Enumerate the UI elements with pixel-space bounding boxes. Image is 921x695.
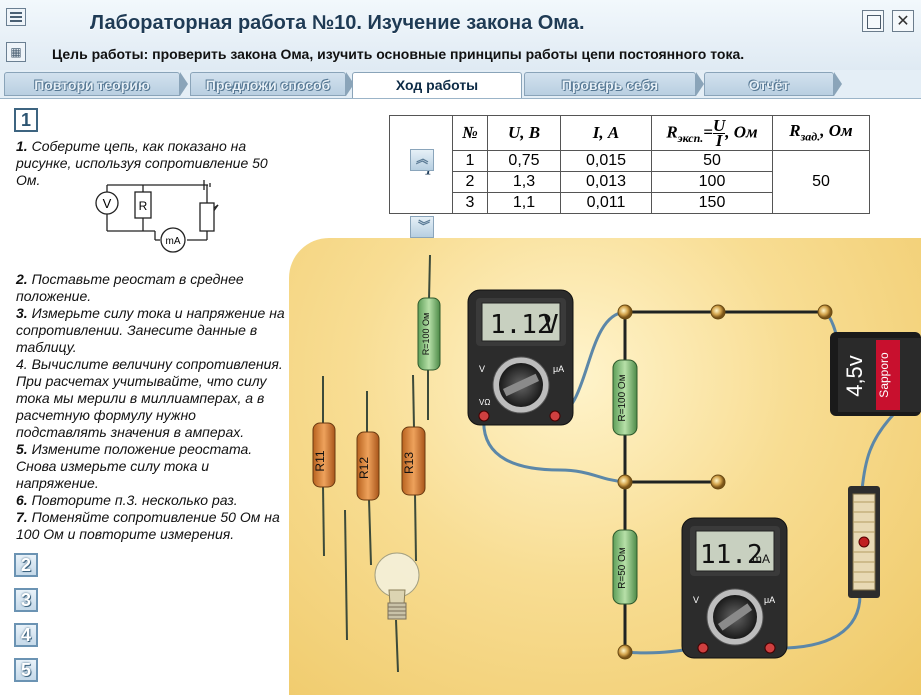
resistor-cell: ︽ R1 ︾ <box>389 115 453 238</box>
svg-text:mA: mA <box>752 552 770 566</box>
schematic-voltmeter <box>95 191 119 215</box>
calculator-icon[interactable]: ▦ <box>6 42 26 62</box>
ammeter-jack[interactable] <box>764 642 776 654</box>
r-set-value: 50 <box>772 150 870 214</box>
terminals <box>617 304 833 660</box>
terminal[interactable] <box>710 474 726 490</box>
instruction-7: 7. Поменяйте сопротивление 50 Ом на 100 … <box>16 509 280 542</box>
ammeter-jack[interactable] <box>697 642 709 654</box>
svg-text:1.12: 1.12 <box>490 310 553 340</box>
terminal[interactable] <box>617 644 633 660</box>
instruction-4: 4. Вычислите величину сопротивления. При… <box>16 356 283 440</box>
instruction-6: 6. Повторите п.3. несколько раз. <box>16 492 238 508</box>
step-4-button[interactable]: 4 <box>14 623 38 647</box>
tab-bar: Повтори теорию Предложи способ Ход работ… <box>0 70 921 99</box>
instructions: 1. Соберите цепь, как показано на рисунк… <box>16 138 286 543</box>
svg-text:R13: R13 <box>402 452 416 474</box>
svg-text:11.2: 11.2 <box>700 540 763 570</box>
table-row: 1 0,75 0,015 50 50 <box>390 150 870 214</box>
terminal[interactable] <box>617 304 633 320</box>
instruction-3: 3. Измерьте силу тока и напряжение на со… <box>16 305 285 355</box>
step-3-button[interactable]: 3 <box>14 588 38 612</box>
menu-icon[interactable] <box>6 8 26 26</box>
ammeter-display <box>695 530 775 572</box>
rheostat-slider[interactable] <box>858 536 870 548</box>
instruction-5: 5. Измените положение реостата. Снова из… <box>16 441 253 491</box>
circuit-schematic: V R mA <box>95 180 219 253</box>
schematic-resistor <box>134 191 152 219</box>
svg-text:Sapporo: Sapporo <box>877 352 891 398</box>
resistor-r13[interactable]: R13 <box>401 426 426 496</box>
resistor-r12[interactable]: R12 <box>356 431 380 501</box>
tab-suggest[interactable]: Предложи способ <box>190 72 354 96</box>
svg-text:VΩ: VΩ <box>479 398 490 407</box>
title-bar: ▦ Лабораторная работа №10. Изучение зако… <box>0 0 921 71</box>
scroll-up-button[interactable]: ︽ <box>410 149 434 171</box>
svg-text:R=100 Ом: R=100 Ом <box>421 313 431 355</box>
svg-text:V: V <box>543 310 559 340</box>
schematic-ammeter <box>160 227 186 253</box>
tab-check[interactable]: Проверь себя <box>524 72 704 96</box>
circuit-resistor-100[interactable]: R=100 Ом <box>612 359 638 436</box>
svg-text:R=100 Ом: R=100 Ом <box>617 374 628 421</box>
light-bulb[interactable] <box>374 552 420 620</box>
instruction-1: 1. Соберите цепь, как показано на рисунк… <box>16 138 268 188</box>
tab-report[interactable]: Отчёт <box>704 72 842 96</box>
svg-text:R11: R11 <box>313 450 327 471</box>
svg-text:μA: μA <box>553 364 564 374</box>
page-title: Лабораторная работа №10. Изучение закона… <box>90 12 585 34</box>
terminal[interactable] <box>710 304 726 320</box>
terminal[interactable] <box>617 474 633 490</box>
col-u: U, В <box>487 115 561 151</box>
instruction-2: 2. Поставьте реостат в среднее положение… <box>16 271 244 304</box>
step-2-button[interactable]: 2 <box>14 553 38 577</box>
svg-text:R12: R12 <box>357 457 371 479</box>
svg-text:R=50 Ом: R=50 Ом <box>617 547 628 589</box>
rheostat[interactable] <box>848 486 880 598</box>
ammeter[interactable]: 11.2 mA V μA <box>681 517 788 659</box>
resistor-loose-100[interactable]: R=100 Ом <box>417 297 441 371</box>
col-num: № <box>452 115 488 151</box>
table-row: 3 1,1 0,011 150 <box>390 192 870 214</box>
resistor-r11[interactable]: R11 <box>312 422 336 488</box>
svg-text:mA: mA <box>166 236 181 247</box>
svg-text:μA: μA <box>764 595 775 605</box>
voltmeter-jack[interactable] <box>478 410 490 422</box>
col-i: I, А <box>560 115 652 151</box>
voltmeter-display <box>481 302 561 342</box>
close-button[interactable]: ✕ <box>892 10 914 32</box>
svg-text:R: R <box>139 199 148 213</box>
step-1-button[interactable]: 1 <box>14 108 38 132</box>
battery[interactable]: 4,5v Sapporo <box>830 332 921 416</box>
voltmeter-jack[interactable] <box>549 410 561 422</box>
measurements-table: ︽ R1 ︾ № U, В I, А Rэксп.=UI, Ом Rзад., … <box>389 115 870 238</box>
step-5-button[interactable]: 5 <box>14 658 38 682</box>
schematic-rheostat <box>199 202 215 232</box>
svg-text:V: V <box>103 196 112 211</box>
tab-procedure[interactable]: Ход работы <box>352 72 522 98</box>
scroll-down-button[interactable]: ︾ <box>410 216 434 238</box>
goal-text: Цель работы: проверить закона Ома, изучи… <box>52 46 745 62</box>
tab-theory[interactable]: Повтори теорию <box>4 72 188 96</box>
circuit-resistor-50[interactable]: R=50 Ом <box>612 529 638 605</box>
voltmeter[interactable]: 1.12 V V μA VΩ <box>467 289 574 426</box>
maximize-button[interactable] <box>862 10 884 32</box>
svg-text:4,5v: 4,5v <box>842 355 867 397</box>
terminal[interactable] <box>817 304 833 320</box>
svg-text:V: V <box>693 595 699 605</box>
svg-text:V: V <box>479 364 485 374</box>
